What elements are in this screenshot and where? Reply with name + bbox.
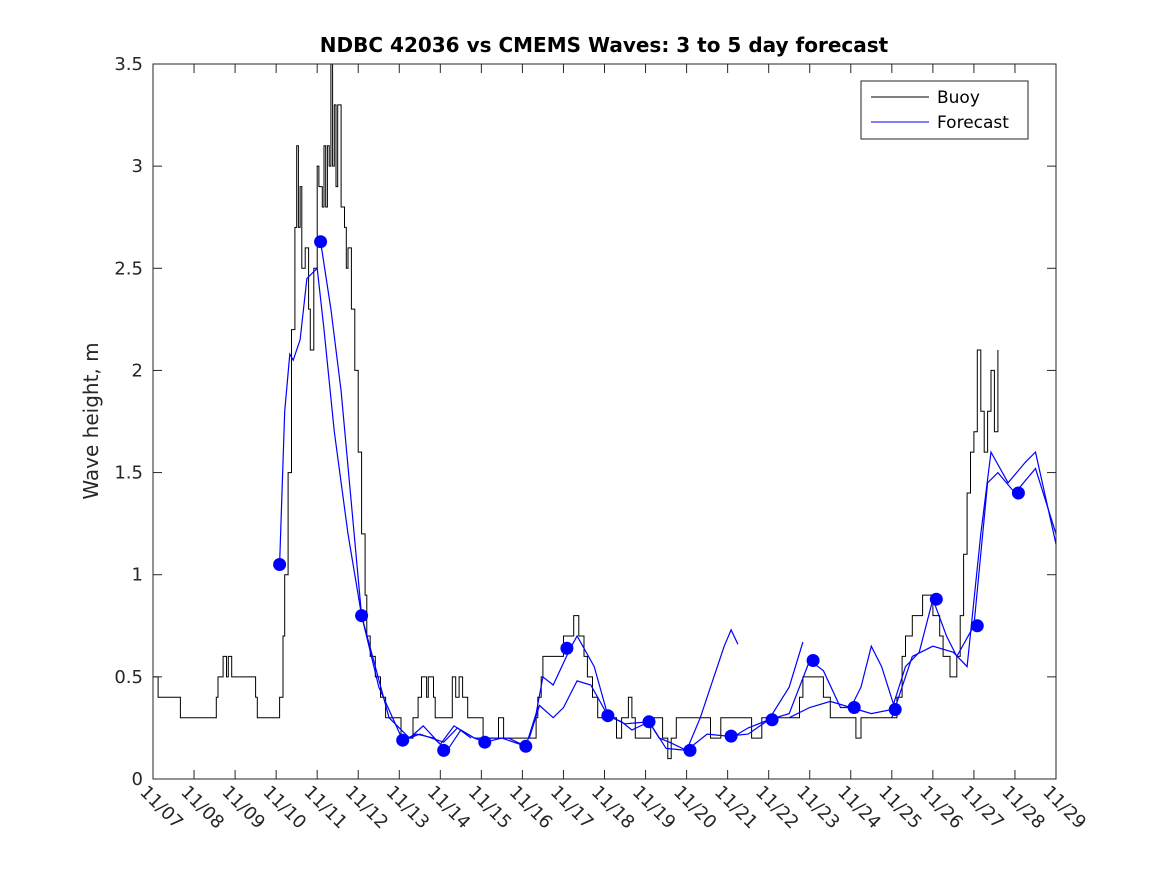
series-forecast-segment-4 bbox=[730, 644, 896, 739]
chart-title: NDBC 42036 vs CMEMS Waves: 3 to 5 day fo… bbox=[320, 33, 889, 57]
x-tick-label: 11/19 bbox=[628, 782, 680, 834]
forecast-marker-9 bbox=[642, 715, 656, 729]
y-tick-label: 2 bbox=[132, 360, 143, 381]
x-tick-label: 11/15 bbox=[464, 782, 516, 834]
forecast-marker-7 bbox=[560, 641, 574, 655]
forecast-marker-11 bbox=[724, 729, 738, 743]
x-tick-label: 11/12 bbox=[341, 782, 393, 834]
forecast-marker-17 bbox=[970, 619, 984, 633]
x-tick-label: 11/14 bbox=[423, 782, 475, 834]
x-tick-label: 11/13 bbox=[382, 782, 434, 834]
forecast-marker-12 bbox=[765, 713, 779, 727]
y-tick-label: 0 bbox=[132, 769, 143, 790]
legend-box bbox=[860, 80, 1029, 140]
series-buoy bbox=[153, 64, 999, 760]
forecast-marker-0 bbox=[273, 558, 287, 571]
x-tick-label: 11/16 bbox=[505, 782, 557, 834]
y-axis-label: Wave height, m bbox=[79, 342, 103, 499]
series-forecast-segment-2 bbox=[409, 628, 739, 752]
x-tick-label: 11/18 bbox=[587, 782, 639, 834]
y-tick-label: 2.5 bbox=[114, 258, 143, 279]
forecast-marker-5 bbox=[478, 735, 492, 749]
y-tick-label: 1 bbox=[132, 565, 143, 586]
forecast-marker-13 bbox=[806, 654, 820, 667]
x-tick-label: 11/28 bbox=[997, 782, 1049, 834]
x-tick-label: 11/09 bbox=[218, 782, 270, 834]
forecast-marker-8 bbox=[601, 709, 615, 723]
forecast-marker-16 bbox=[929, 592, 943, 606]
x-tick-label: 11/21 bbox=[710, 782, 762, 834]
x-tick-label: 11/29 bbox=[1038, 782, 1090, 834]
forecast-marker-2 bbox=[355, 609, 369, 623]
legend: Buoy Forecast bbox=[860, 80, 1029, 140]
forecast-marker-18 bbox=[1011, 486, 1025, 500]
forecast-marker-15 bbox=[888, 703, 902, 716]
x-tick-label: 11/10 bbox=[259, 782, 311, 834]
forecast-marker-14 bbox=[847, 701, 861, 714]
series-forecast-segment-1 bbox=[320, 241, 526, 752]
y-tick-label: 1.5 bbox=[114, 463, 143, 484]
series-forecast-segment-5 bbox=[788, 467, 1056, 719]
y-tick-label: 3.5 bbox=[114, 54, 143, 75]
forecast-marker-10 bbox=[683, 743, 697, 757]
forecast-marker-1 bbox=[314, 235, 328, 249]
y-tick-label: 0.5 bbox=[114, 667, 143, 688]
x-tick-label: 11/17 bbox=[546, 782, 598, 834]
x-tick-label: 11/22 bbox=[751, 782, 803, 834]
x-tick-label: 11/07 bbox=[135, 782, 187, 834]
axes-frame bbox=[152, 63, 1057, 780]
x-tick-label: 11/25 bbox=[874, 782, 926, 834]
x-tick-label: 11/11 bbox=[300, 782, 352, 834]
x-tick-label: 11/20 bbox=[669, 782, 721, 834]
legend-label-buoy: Buoy bbox=[937, 88, 980, 108]
x-tick-label: 11/24 bbox=[833, 782, 885, 834]
y-tick-label: 3 bbox=[132, 156, 143, 177]
x-tick-label: 11/26 bbox=[915, 782, 967, 834]
forecast-marker-6 bbox=[519, 739, 533, 753]
forecast-marker-3 bbox=[396, 733, 410, 747]
legend-label-forecast: Forecast bbox=[937, 113, 1009, 133]
series-forecast-segment-6 bbox=[891, 450, 1056, 718]
x-tick-label: 11/27 bbox=[956, 782, 1008, 834]
plot-area bbox=[153, 64, 1056, 760]
forecast-marker-4 bbox=[437, 743, 451, 757]
x-tick-label: 11/23 bbox=[792, 782, 844, 834]
series-forecast-segment-0 bbox=[279, 267, 472, 743]
x-tick-label: 11/08 bbox=[177, 782, 229, 834]
